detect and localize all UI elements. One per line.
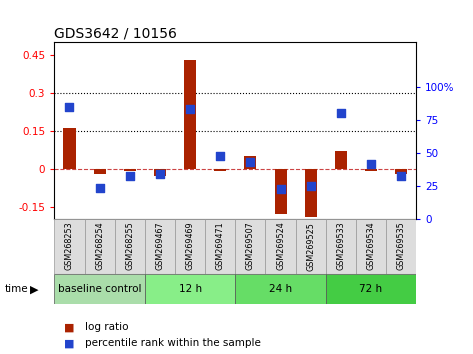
- Text: GSM269471: GSM269471: [216, 222, 225, 270]
- Text: ■: ■: [64, 338, 74, 348]
- Bar: [395, 169, 407, 174]
- Point: [367, 161, 375, 166]
- Bar: [235, 219, 265, 274]
- Text: percentile rank within the sample: percentile rank within the sample: [85, 338, 261, 348]
- Text: GSM269467: GSM269467: [156, 222, 165, 270]
- Text: GSM269507: GSM269507: [246, 222, 255, 270]
- Point: [246, 160, 254, 165]
- Text: ■: ■: [64, 322, 74, 332]
- Bar: [235, 274, 326, 304]
- Text: GSM268255: GSM268255: [125, 222, 134, 270]
- Point: [277, 186, 284, 192]
- Point: [156, 171, 164, 177]
- Text: GSM269534: GSM269534: [367, 222, 376, 270]
- Bar: [356, 219, 386, 274]
- Bar: [305, 169, 317, 217]
- Bar: [326, 219, 356, 274]
- Point: [96, 185, 104, 190]
- Text: 24 h: 24 h: [269, 284, 292, 295]
- Bar: [154, 169, 166, 177]
- Bar: [214, 169, 226, 171]
- Text: time: time: [5, 284, 28, 295]
- Point: [337, 110, 345, 116]
- Bar: [145, 219, 175, 274]
- Text: ▶: ▶: [30, 284, 38, 295]
- Point: [307, 183, 315, 189]
- Text: GSM268254: GSM268254: [95, 222, 104, 270]
- Bar: [386, 219, 416, 274]
- Bar: [94, 169, 105, 174]
- Bar: [145, 274, 235, 304]
- Text: GDS3642 / 10156: GDS3642 / 10156: [54, 27, 177, 41]
- Bar: [245, 156, 256, 169]
- Text: GSM268253: GSM268253: [65, 222, 74, 270]
- Point: [217, 153, 224, 159]
- Bar: [365, 169, 377, 171]
- Text: GSM269525: GSM269525: [306, 222, 315, 270]
- Bar: [274, 169, 287, 215]
- Bar: [54, 219, 85, 274]
- Bar: [124, 169, 136, 171]
- Bar: [326, 274, 416, 304]
- Bar: [205, 219, 235, 274]
- Text: baseline control: baseline control: [58, 284, 141, 295]
- Text: GSM269524: GSM269524: [276, 222, 285, 270]
- Bar: [175, 219, 205, 274]
- Bar: [63, 129, 76, 169]
- Bar: [265, 219, 296, 274]
- Bar: [296, 219, 326, 274]
- Point: [126, 173, 133, 178]
- Point: [66, 104, 73, 109]
- Text: GSM269535: GSM269535: [397, 222, 406, 270]
- Text: GSM269533: GSM269533: [336, 222, 345, 270]
- Bar: [114, 219, 145, 274]
- Text: GSM269469: GSM269469: [185, 222, 194, 270]
- Text: log ratio: log ratio: [85, 322, 129, 332]
- Bar: [85, 219, 114, 274]
- Bar: [335, 151, 347, 169]
- Point: [186, 107, 194, 112]
- Bar: [54, 274, 145, 304]
- Point: [397, 173, 405, 178]
- Text: 12 h: 12 h: [178, 284, 201, 295]
- Bar: [184, 60, 196, 169]
- Text: 72 h: 72 h: [359, 284, 383, 295]
